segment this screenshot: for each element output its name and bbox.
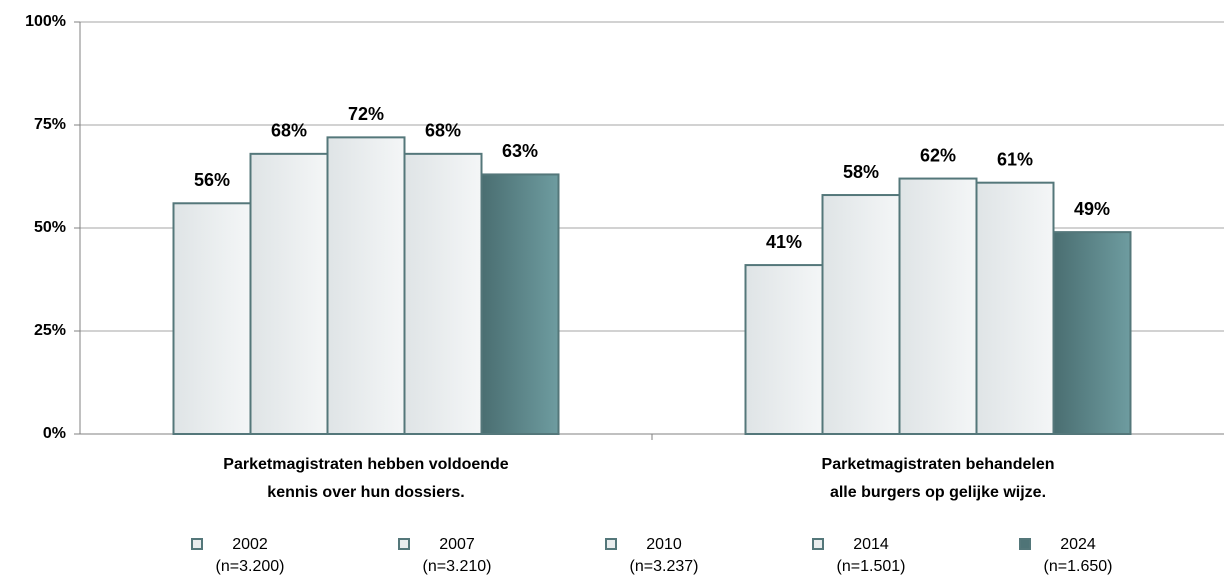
legend-note: (n=1.501) (837, 558, 906, 575)
x-tick-label: alle burgers op gelijke wijze. (830, 484, 1046, 501)
legend-label: 2007 (439, 536, 475, 553)
y-tick-label: 25% (34, 322, 66, 339)
legend-swatch (605, 538, 617, 550)
legend-swatch (398, 538, 410, 550)
legend-note: (n=3.210) (423, 558, 492, 575)
value-label: 41% (766, 232, 802, 252)
bar (172, 202, 252, 435)
value-label: 62% (920, 145, 956, 165)
bar (821, 194, 901, 435)
legend-note: (n=1.650) (1044, 558, 1113, 575)
bar (480, 173, 560, 435)
y-tick-label: 75% (34, 116, 66, 133)
legend-note: (n=3.237) (630, 558, 699, 575)
bar (249, 152, 329, 435)
bar (975, 181, 1055, 435)
legend-note: (n=3.200) (216, 558, 285, 575)
x-tick-label: kennis over hun dossiers. (267, 484, 464, 501)
legend-label: 2014 (853, 536, 889, 553)
bar (326, 136, 406, 436)
bar (403, 152, 483, 435)
y-tick-label: 0% (43, 425, 66, 442)
x-tick-label: Parketmagistraten hebben voldoende (223, 456, 509, 473)
legend-swatch (1019, 538, 1031, 550)
legend-label: 2024 (1060, 536, 1096, 553)
bar (1052, 231, 1132, 435)
legend-label: 2002 (232, 536, 268, 553)
value-label: 58% (843, 162, 879, 182)
legend-label: 2010 (646, 536, 682, 553)
value-label: 56% (194, 170, 230, 190)
value-label: 63% (502, 141, 538, 161)
value-label: 68% (425, 121, 461, 141)
bar (898, 177, 978, 435)
value-label: 61% (997, 149, 1033, 169)
value-label: 49% (1074, 199, 1110, 219)
value-label: 72% (348, 104, 384, 124)
y-tick-label: 50% (34, 219, 66, 236)
legend-swatch (812, 538, 824, 550)
x-tick-label: Parketmagistraten behandelen (822, 456, 1055, 473)
bar (744, 264, 824, 435)
value-label: 68% (271, 121, 307, 141)
y-tick-label: 100% (25, 13, 66, 30)
legend-swatch (191, 538, 203, 550)
